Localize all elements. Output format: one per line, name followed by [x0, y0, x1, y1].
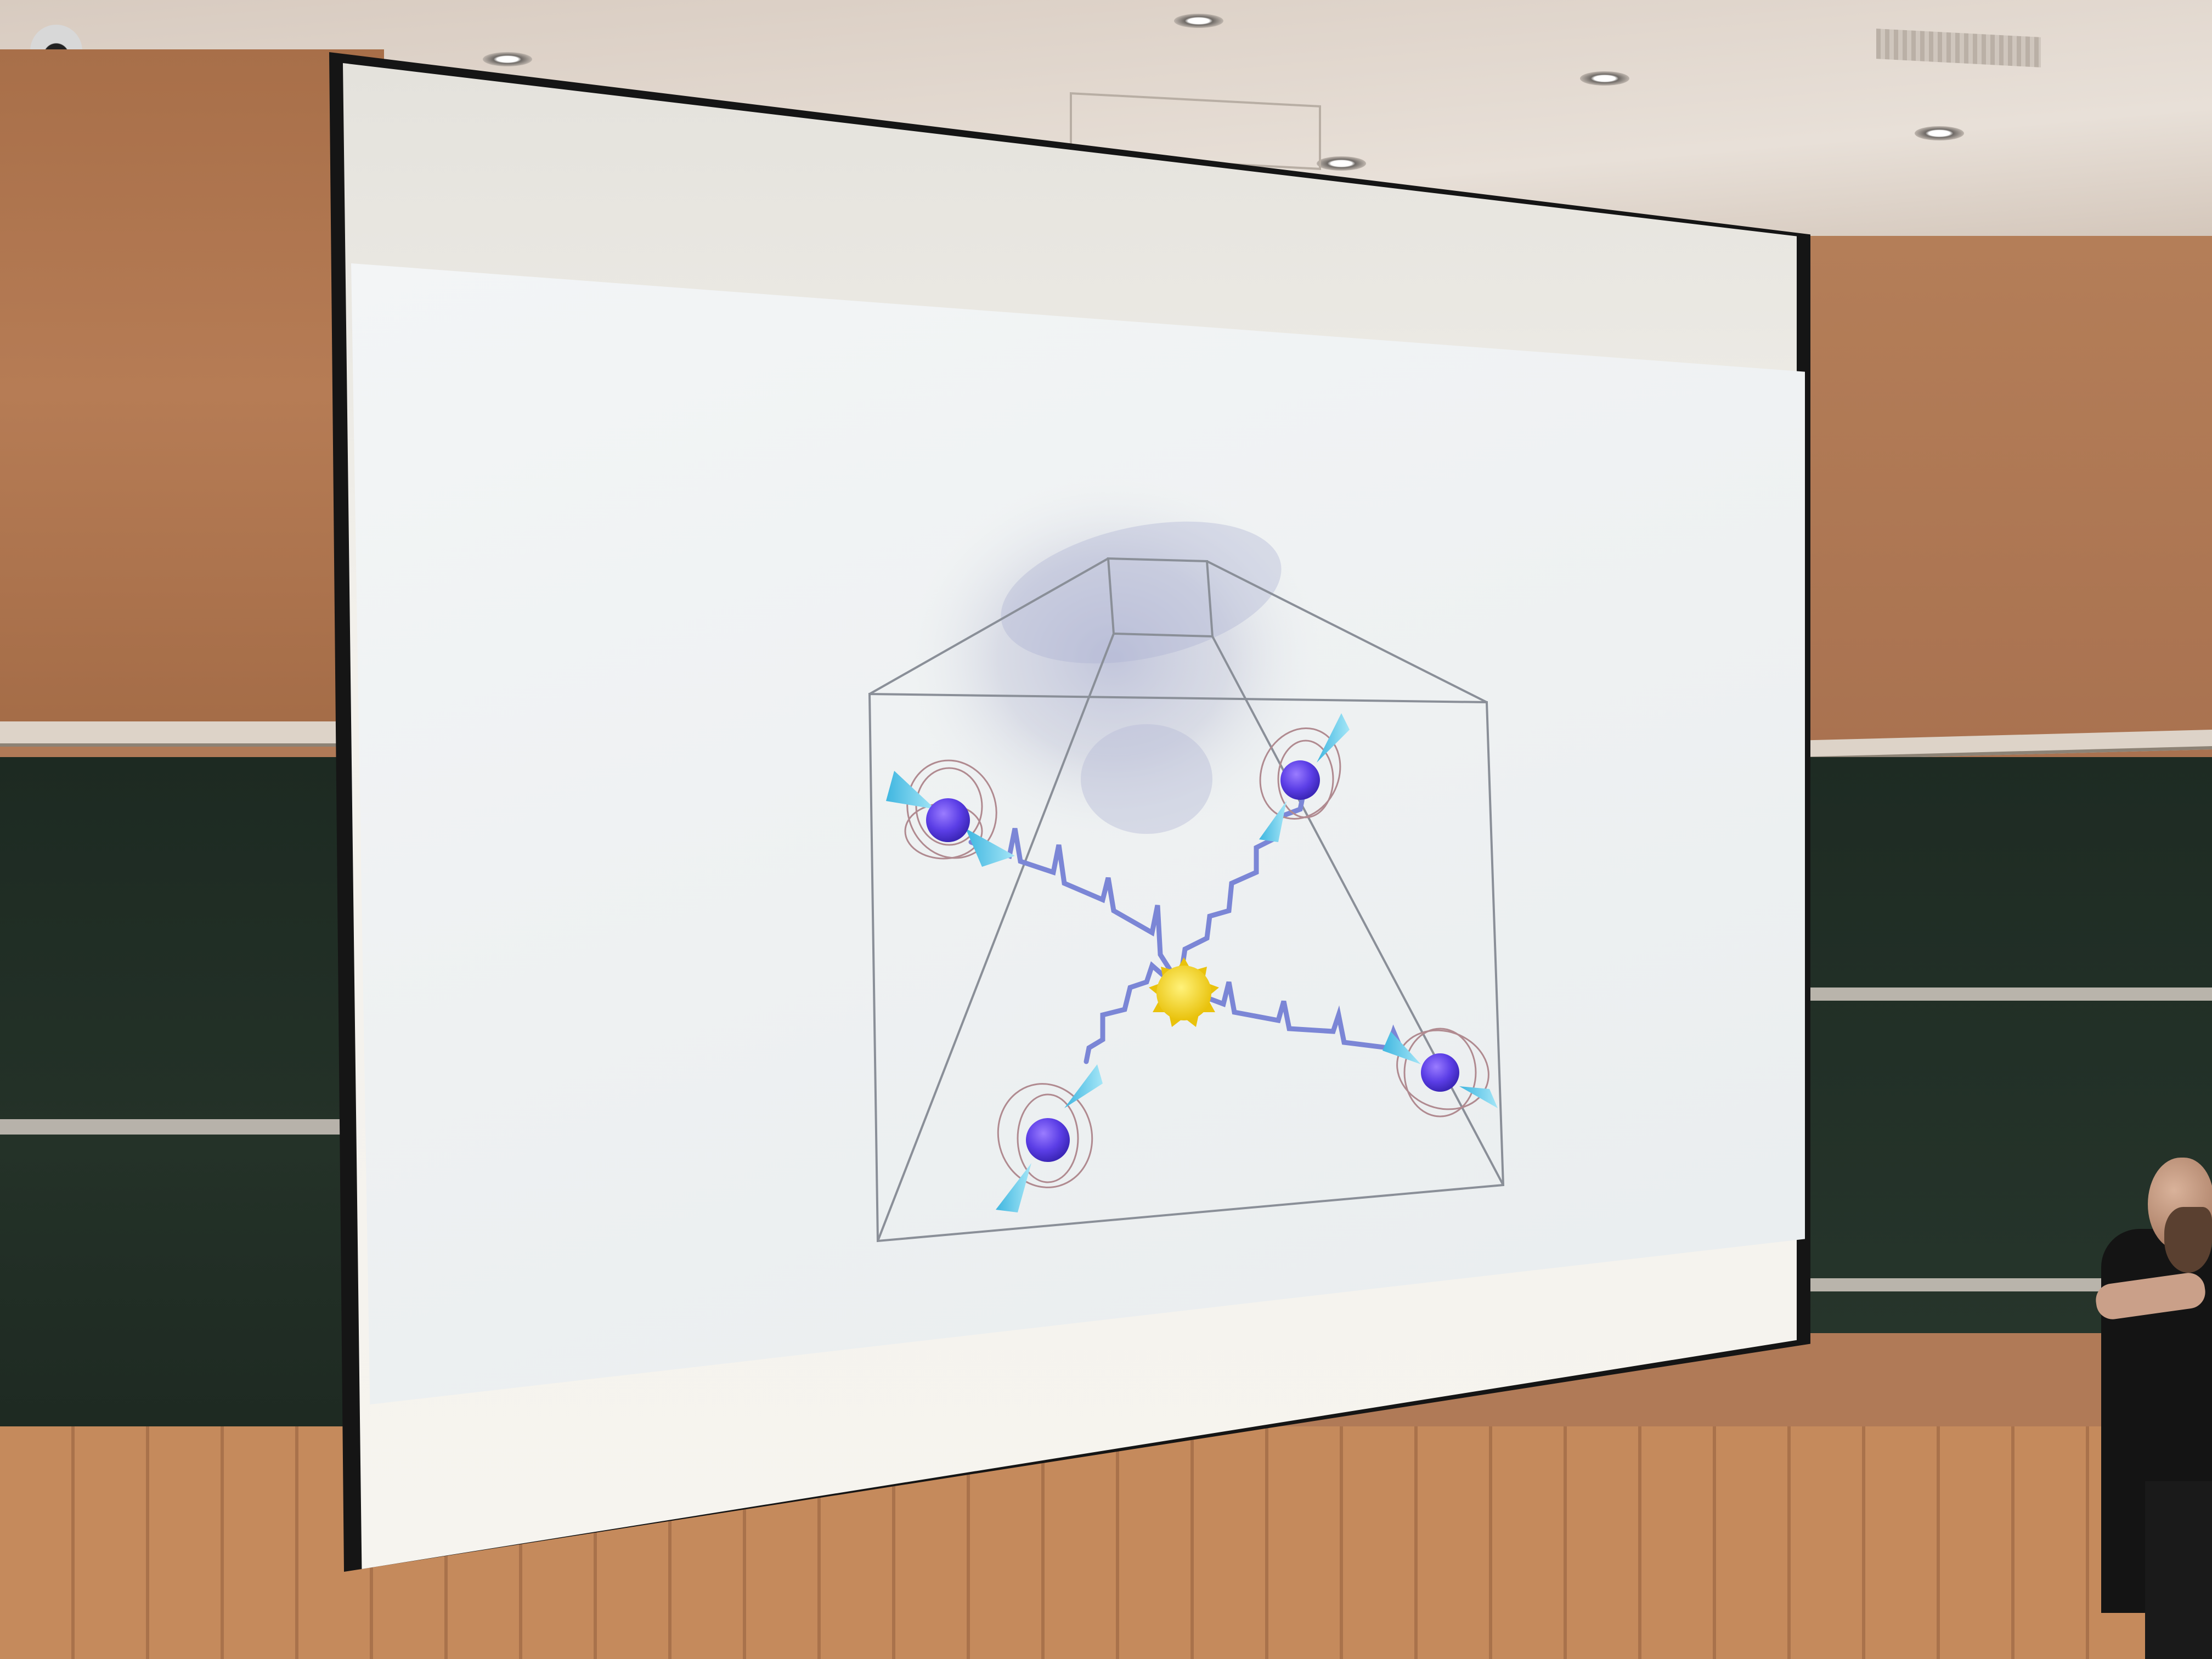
pulsar-top-right [1259, 713, 1350, 842]
pulsar-beam [1317, 713, 1350, 763]
wall-right [1773, 236, 2212, 757]
pulsar-beam [1383, 1031, 1421, 1064]
pulsar-beam [1064, 1064, 1103, 1108]
chalk-ledge [1806, 988, 2212, 1001]
pulsar-beam [966, 828, 1015, 867]
pulsar-bottom-left [996, 1064, 1103, 1212]
ceiling-light [1915, 126, 1964, 140]
pulsar-top-left [886, 759, 1015, 867]
ceiling-light [483, 52, 532, 66]
presenter-beard [2164, 1207, 2212, 1273]
wall-rail-left [0, 721, 384, 747]
ceiling-light [1317, 156, 1366, 171]
presenter-legs [2145, 1481, 2212, 1659]
ceiling-light [1174, 14, 1223, 28]
sun-icon [1149, 957, 1219, 1027]
pulsar-beam [996, 1163, 1031, 1212]
pulsar-beam [1459, 1086, 1498, 1108]
pulsar-bottom-right [1383, 1028, 1498, 1118]
chalk-ledge [0, 1119, 379, 1135]
pulsar-beam [886, 771, 935, 809]
pulsar-beam [1259, 801, 1286, 842]
wall-left [0, 49, 384, 735]
wireframe-box [868, 557, 1505, 1243]
ceiling-light [1580, 71, 1629, 86]
